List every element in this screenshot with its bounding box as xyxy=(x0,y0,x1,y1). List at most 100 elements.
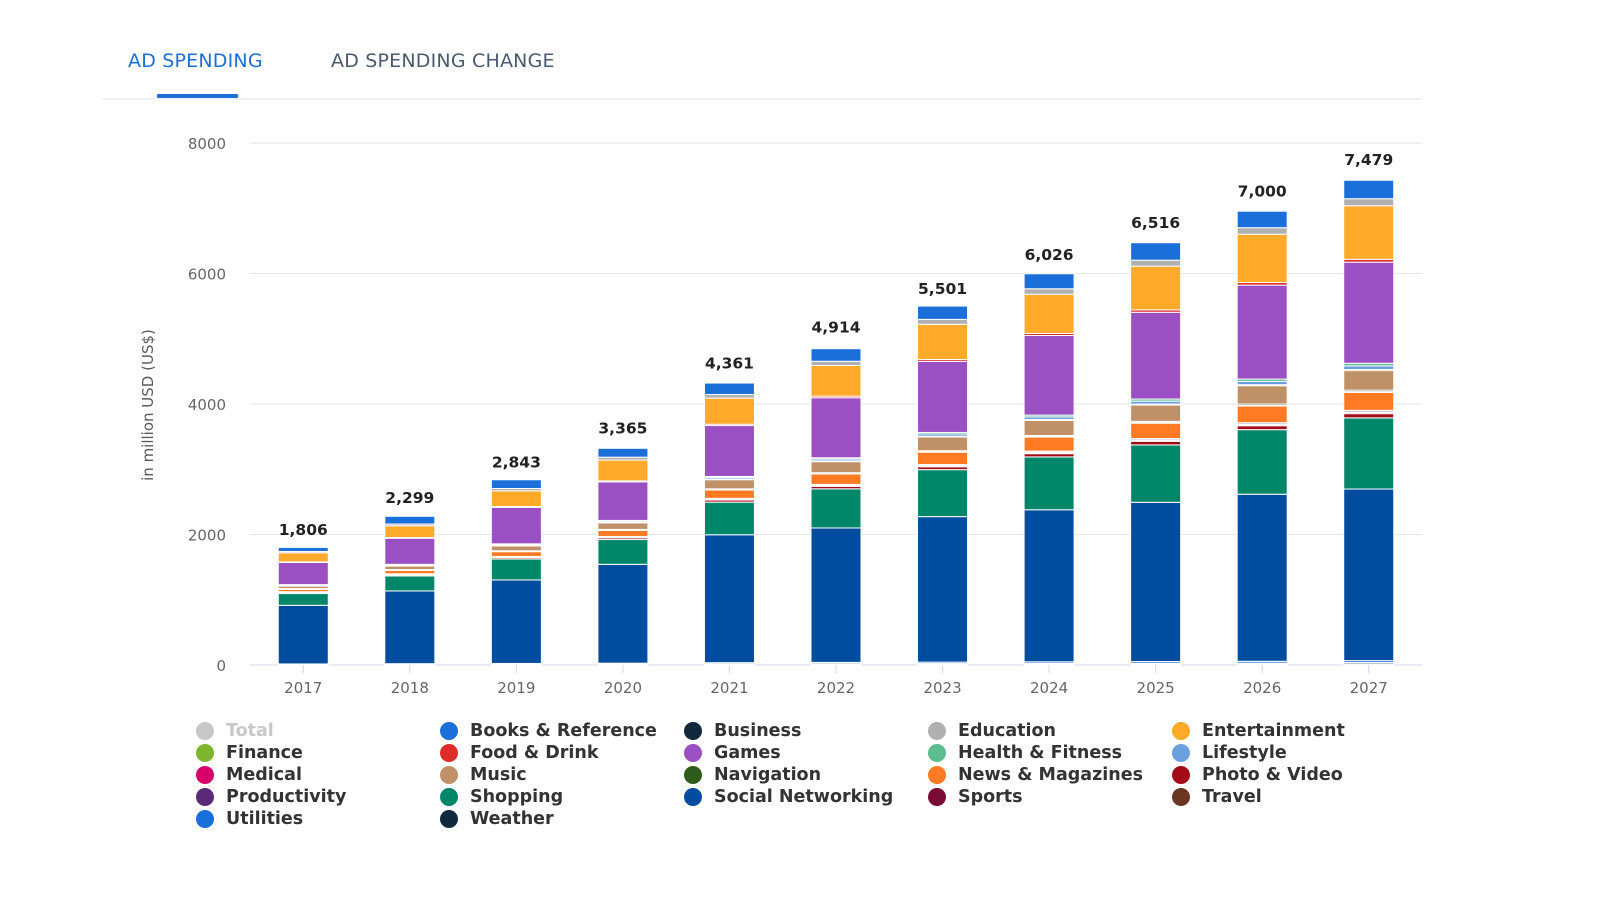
bar-segment-books-reference[interactable] xyxy=(1343,179,1395,200)
bar-segment-lifestyle[interactable] xyxy=(1343,365,1395,370)
bar-segment-games[interactable] xyxy=(277,561,329,586)
bar-segment-games[interactable] xyxy=(1023,334,1075,416)
legend-item-entertainment[interactable]: Entertainment xyxy=(1172,721,1345,741)
bar-segment-entertainment[interactable] xyxy=(1236,233,1288,284)
bar-segment-social-networking[interactable] xyxy=(917,516,969,663)
bar-segment-books-reference[interactable] xyxy=(384,515,436,525)
bar-segment-social-networking[interactable] xyxy=(703,534,755,664)
bar-segment-music[interactable] xyxy=(1023,419,1075,436)
legend-item-medical[interactable]: Medical xyxy=(196,765,302,785)
legend-item-health-fitness[interactable]: Health & Fitness xyxy=(928,743,1122,763)
bar-segment-games[interactable] xyxy=(703,425,755,477)
legend-item-food-drink[interactable]: Food & Drink xyxy=(440,743,599,763)
bar-segment-photo-video[interactable] xyxy=(1236,425,1288,431)
bar-segment-social-networking[interactable] xyxy=(277,604,329,665)
bar-segment-social-networking[interactable] xyxy=(1023,509,1075,663)
bar-segment-entertainment[interactable] xyxy=(384,525,436,539)
bar-segment-entertainment[interactable] xyxy=(490,490,542,508)
tab-ad-spending-change[interactable]: AD SPENDING CHANGE xyxy=(331,50,555,72)
bar-segment-news-magazines[interactable] xyxy=(810,473,862,485)
legend-item-education[interactable]: Education xyxy=(928,721,1056,741)
bar-segment-entertainment[interactable] xyxy=(277,552,329,563)
bar-segment-music[interactable] xyxy=(810,461,862,474)
bar-segment-games[interactable] xyxy=(1236,284,1288,380)
bar-segment-books-reference[interactable] xyxy=(1023,273,1075,290)
bar-segment-books-reference[interactable] xyxy=(1236,210,1288,229)
bar-segment-social-networking[interactable] xyxy=(490,579,542,664)
bar-segment-news-magazines[interactable] xyxy=(917,451,969,466)
bar-segment-books-reference[interactable] xyxy=(277,546,329,552)
bar-segment-music[interactable] xyxy=(703,479,755,490)
legend-item-books-reference[interactable]: Books & Reference xyxy=(440,721,657,741)
legend-item-music[interactable]: Music xyxy=(440,765,527,785)
bar-segment-news-magazines[interactable] xyxy=(703,489,755,499)
legend-item-weather[interactable]: Weather xyxy=(440,809,554,829)
bar-segment-shopping[interactable] xyxy=(597,539,649,565)
bar-segment-games[interactable] xyxy=(597,481,649,521)
legend-item-shopping[interactable]: Shopping xyxy=(440,787,563,807)
legend-item-news-magazines[interactable]: News & Magazines xyxy=(928,765,1143,785)
bar-segment-books-reference[interactable] xyxy=(1130,242,1182,261)
bar-segment-social-networking[interactable] xyxy=(384,590,436,665)
bar-segment-social-networking[interactable] xyxy=(810,527,862,663)
bar-segment-education[interactable] xyxy=(810,360,862,367)
bar-segment-photo-video[interactable] xyxy=(1343,413,1395,419)
legend-item-photo-video[interactable]: Photo & Video xyxy=(1172,765,1343,785)
bar-segment-photo-video[interactable] xyxy=(1130,440,1182,446)
bar-segment-games[interactable] xyxy=(810,397,862,459)
bar-segment-entertainment[interactable] xyxy=(1343,205,1395,260)
legend-item-lifestyle[interactable]: Lifestyle xyxy=(1172,743,1287,763)
bar-segment-social-networking[interactable] xyxy=(597,563,649,664)
bar-segment-entertainment[interactable] xyxy=(1130,265,1182,311)
bar-segment-games[interactable] xyxy=(1130,311,1182,400)
bar-segment-shopping[interactable] xyxy=(490,558,542,581)
legend-item-productivity[interactable]: Productivity xyxy=(196,787,346,807)
legend-item-total[interactable]: Total xyxy=(196,721,274,741)
bar-segment-games[interactable] xyxy=(917,360,969,433)
bar-segment-entertainment[interactable] xyxy=(703,397,755,425)
bar-segment-news-magazines[interactable] xyxy=(1343,391,1395,411)
legend-item-games[interactable]: Games xyxy=(684,743,781,763)
legend-item-finance[interactable]: Finance xyxy=(196,743,303,763)
bar-segment-entertainment[interactable] xyxy=(597,459,649,482)
bar-segment-music[interactable] xyxy=(1343,370,1395,391)
bar-segment-books-reference[interactable] xyxy=(703,382,755,395)
bar-segment-shopping[interactable] xyxy=(384,575,436,592)
bar-segment-games[interactable] xyxy=(490,506,542,545)
bar-segment-shopping[interactable] xyxy=(277,593,329,606)
bar-segment-shopping[interactable] xyxy=(1343,417,1395,490)
bar-segment-education[interactable] xyxy=(703,393,755,399)
bar-segment-books-reference[interactable] xyxy=(597,447,649,458)
bar-segment-shopping[interactable] xyxy=(810,488,862,529)
bar-segment-education[interactable] xyxy=(1343,198,1395,207)
bar-segment-social-networking[interactable] xyxy=(1236,493,1288,662)
bar-segment-games[interactable] xyxy=(1343,261,1395,364)
bar-segment-books-reference[interactable] xyxy=(490,479,542,489)
bar-segment-games[interactable] xyxy=(384,537,436,565)
bar-segment-social-networking[interactable] xyxy=(1130,501,1182,663)
bar-segment-news-magazines[interactable] xyxy=(597,529,649,537)
bar-segment-music[interactable] xyxy=(490,545,542,552)
bar-segment-social-networking[interactable] xyxy=(1343,488,1395,662)
bar-segment-education[interactable] xyxy=(1130,259,1182,267)
bar-segment-shopping[interactable] xyxy=(1236,429,1288,495)
legend-item-navigation[interactable]: Navigation xyxy=(684,765,821,785)
legend-item-utilities[interactable]: Utilities xyxy=(196,809,303,829)
bar-segment-entertainment[interactable] xyxy=(1023,293,1075,334)
bar-segment-news-magazines[interactable] xyxy=(1023,436,1075,452)
bar-segment-education[interactable] xyxy=(917,318,969,325)
legend-item-sports[interactable]: Sports xyxy=(928,787,1023,807)
bar-segment-education[interactable] xyxy=(1236,227,1288,235)
legend-item-travel[interactable]: Travel xyxy=(1172,787,1262,807)
bar-segment-news-magazines[interactable] xyxy=(1236,405,1288,424)
bar-segment-music[interactable] xyxy=(1236,385,1288,405)
bar-segment-shopping[interactable] xyxy=(1023,456,1075,511)
legend-item-social-networking[interactable]: Social Networking xyxy=(684,787,893,807)
bar-segment-entertainment[interactable] xyxy=(810,365,862,397)
bar-segment-shopping[interactable] xyxy=(917,469,969,518)
bar-segment-books-reference[interactable] xyxy=(917,305,969,320)
bar-segment-books-reference[interactable] xyxy=(810,348,862,362)
bar-segment-education[interactable] xyxy=(1023,288,1075,295)
bar-segment-music[interactable] xyxy=(1130,404,1182,422)
legend-item-business[interactable]: Business xyxy=(684,721,801,741)
